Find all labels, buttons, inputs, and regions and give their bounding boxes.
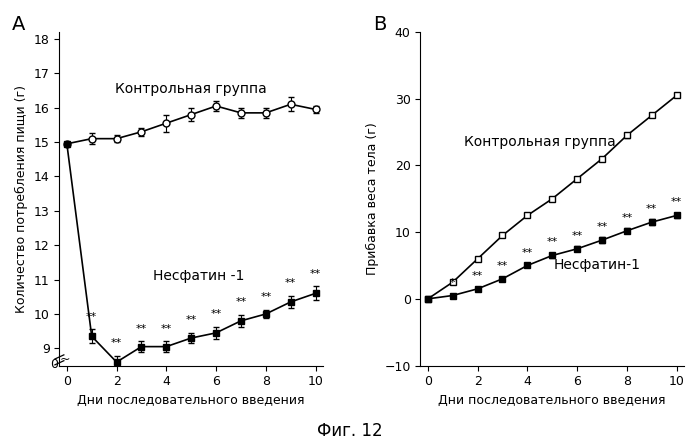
- Text: **: **: [547, 238, 558, 247]
- Y-axis label: Прибавка веса тела (г): Прибавка веса тела (г): [365, 123, 379, 275]
- Text: ~: ~: [60, 353, 70, 366]
- X-axis label: Дни последовательного введения: Дни последовательного введения: [438, 394, 666, 407]
- Text: **: **: [211, 309, 222, 319]
- Text: **: **: [285, 278, 296, 288]
- Text: **: **: [646, 204, 657, 214]
- Text: **: **: [136, 324, 147, 334]
- Text: Несфатин-1: Несфатин-1: [554, 258, 640, 273]
- Text: Контрольная группа: Контрольная группа: [116, 82, 267, 96]
- Text: **: **: [235, 297, 246, 307]
- Text: **: **: [260, 292, 272, 302]
- Text: **: **: [522, 248, 533, 258]
- Text: В: В: [373, 16, 386, 35]
- Text: **: **: [671, 198, 682, 207]
- Y-axis label: Количество потребления пищи (г): Количество потребления пищи (г): [15, 85, 28, 313]
- Text: **: **: [571, 231, 582, 241]
- Text: **: **: [621, 213, 633, 223]
- Text: А: А: [12, 16, 25, 35]
- Text: *: *: [450, 278, 456, 288]
- Text: **: **: [472, 271, 483, 281]
- Text: **: **: [497, 262, 508, 271]
- Text: **: **: [161, 324, 172, 334]
- Text: 0: 0: [50, 358, 58, 371]
- Text: **: **: [111, 338, 122, 349]
- Text: **: **: [596, 222, 608, 232]
- Text: Контрольная группа: Контрольная группа: [464, 135, 616, 149]
- X-axis label: Дни последовательного введения: Дни последовательного введения: [78, 394, 305, 407]
- Text: Несфатин -1: Несфатин -1: [153, 269, 244, 283]
- Text: Фиг. 12: Фиг. 12: [317, 421, 383, 440]
- Text: **: **: [86, 312, 97, 322]
- Text: **: **: [310, 269, 321, 279]
- Text: **: **: [186, 315, 197, 325]
